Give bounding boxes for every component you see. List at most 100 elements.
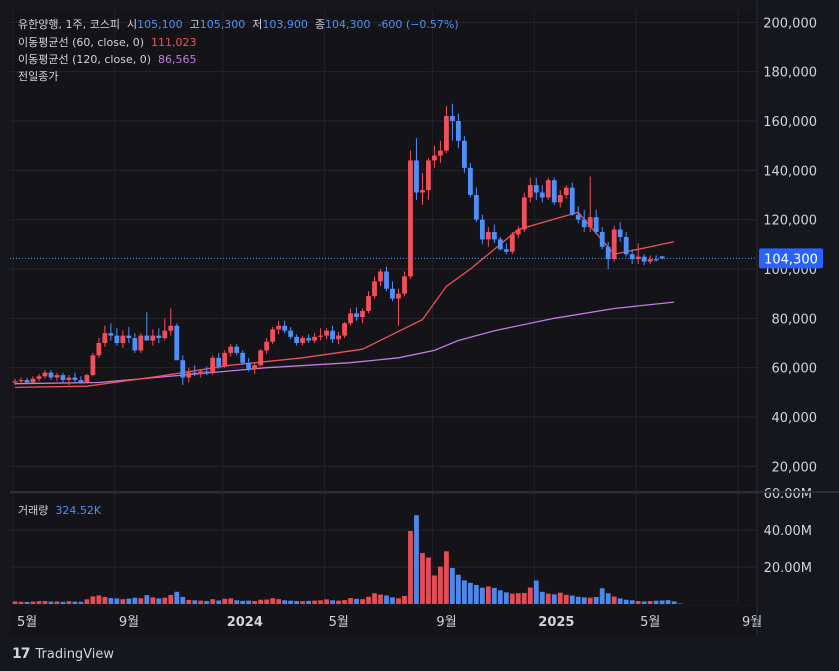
candle-body [444, 116, 449, 151]
candle-body [162, 330, 168, 339]
volume-bar [114, 598, 120, 604]
tradingview-logo-icon: 17 [12, 646, 31, 662]
volume-bar [503, 592, 509, 604]
ma120-value: 86,565 [158, 53, 197, 66]
candle-body [174, 325, 180, 361]
volume-bar [479, 587, 485, 604]
volume-bar [545, 593, 551, 604]
volume-bar [186, 599, 192, 604]
volume-bar [461, 580, 467, 604]
volume-bar [162, 597, 168, 604]
volume-bar [593, 596, 599, 604]
candle-body [90, 355, 96, 376]
volume-bar [24, 601, 30, 604]
candle-body [108, 333, 114, 336]
candle-body [485, 232, 491, 240]
candle-body [222, 352, 228, 367]
volume-bar [569, 595, 575, 604]
volume-bar [617, 598, 623, 604]
volume-bar [671, 601, 677, 604]
volume-bar [336, 600, 341, 604]
time-tick-label: 5월 [329, 615, 349, 630]
volume-bar [84, 599, 90, 604]
time-tick-label: 9월 [436, 615, 456, 630]
ma120-legend[interactable]: 이동평균선 (120, close, 0) 86,565 [18, 53, 197, 67]
volume-bar [384, 595, 389, 604]
candle-body [138, 335, 144, 351]
time-tick-label: 2024 [227, 615, 263, 630]
candle-body [72, 377, 78, 380]
candle-body [450, 116, 455, 121]
tradingview-brand[interactable]: 17 TradingView [12, 646, 114, 662]
candle-body [515, 229, 521, 235]
candle-body [479, 219, 485, 240]
candle-body [402, 276, 407, 294]
volume-bar [611, 596, 617, 604]
candle-body [114, 335, 120, 343]
candle-body [78, 380, 84, 383]
candle-body [18, 380, 24, 382]
volume-bar [467, 582, 473, 604]
candle-body [180, 360, 186, 378]
time-axis-pane [10, 606, 757, 636]
price-tick-label: 140,000 [763, 164, 817, 179]
price-tick-label: 120,000 [763, 214, 817, 229]
volume-bar [90, 596, 96, 604]
candle-body [551, 180, 557, 203]
symbol-label[interactable]: 유한양행, 1주, 코스피 [18, 18, 120, 31]
volume-bar [204, 601, 210, 604]
candle-body [210, 357, 216, 373]
candle-body [306, 338, 311, 341]
volume-value: 324.52K [55, 504, 102, 517]
volume-bar [36, 601, 42, 604]
volume-bar [276, 599, 282, 604]
volume-tick-label: 20.00M [764, 561, 812, 576]
volume-bar [420, 552, 425, 604]
candle-body [461, 140, 467, 168]
volume-bar [174, 591, 180, 604]
candle-body [408, 160, 413, 277]
low-value: 103,900 [262, 18, 308, 31]
time-tick-label: 5월 [640, 615, 660, 630]
prev-close-legend[interactable]: 전일종가 [18, 70, 58, 84]
volume-bar [144, 595, 150, 604]
candle-body [336, 335, 341, 340]
volume-bar [60, 601, 66, 604]
candle-body [611, 229, 617, 260]
change-value: -600 (−0.57%) [377, 18, 459, 31]
candle-body [605, 246, 611, 260]
candle-body [539, 192, 545, 198]
candle-body [246, 362, 252, 369]
candle-body [503, 249, 509, 252]
volume-bar [623, 599, 629, 604]
volume-bar [485, 586, 491, 604]
volume-bar [288, 600, 294, 604]
close-value: 104,300 [324, 18, 371, 31]
volume-bar [539, 591, 545, 604]
candle-body [120, 335, 126, 343]
candle-body [521, 197, 527, 230]
price-pane [10, 10, 757, 491]
candle-body [473, 195, 479, 220]
candle-body [629, 254, 635, 260]
candle-body [330, 330, 335, 340]
volume-bar [150, 597, 156, 604]
candle-body [467, 167, 473, 195]
volume-bar [587, 597, 593, 604]
time-tick-label: 5월 [17, 615, 37, 630]
volume-legend[interactable]: 거래량 324.52K [18, 502, 101, 518]
candle-body [300, 338, 306, 343]
volume-bar [360, 599, 365, 604]
volume-bar [156, 598, 162, 604]
candle-body [509, 234, 515, 252]
volume-bar [312, 600, 317, 604]
volume-bar [605, 593, 611, 604]
candle-body [168, 325, 174, 331]
candle-body [378, 271, 383, 282]
volume-bar [48, 601, 54, 604]
volume-bar [282, 600, 288, 604]
candle-body [617, 229, 623, 237]
ma60-legend[interactable]: 이동평균선 (60, close, 0) 111,023 [18, 36, 197, 50]
volume-bar [521, 592, 527, 604]
